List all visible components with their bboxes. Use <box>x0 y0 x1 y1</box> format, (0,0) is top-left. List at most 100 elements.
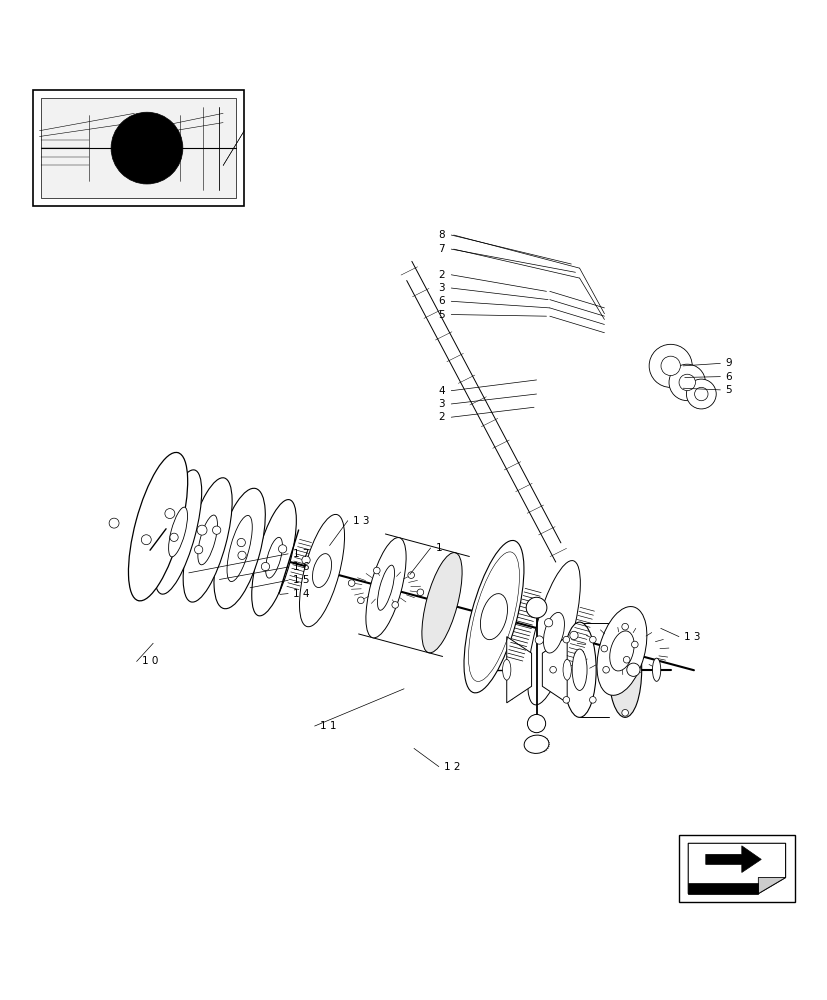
Circle shape <box>678 374 695 391</box>
Ellipse shape <box>527 714 545 733</box>
Ellipse shape <box>668 364 705 401</box>
Text: 1 6: 1 6 <box>293 562 309 572</box>
Ellipse shape <box>227 515 252 582</box>
Ellipse shape <box>422 553 461 653</box>
Circle shape <box>660 356 680 376</box>
Circle shape <box>357 597 364 604</box>
Ellipse shape <box>608 622 641 717</box>
Text: 1 5: 1 5 <box>293 575 309 585</box>
Text: 3: 3 <box>437 399 444 409</box>
Ellipse shape <box>502 659 510 680</box>
Ellipse shape <box>251 500 296 616</box>
Ellipse shape <box>609 631 633 671</box>
Circle shape <box>165 509 174 519</box>
Ellipse shape <box>366 538 405 638</box>
Polygon shape <box>705 846 760 872</box>
Text: 5: 5 <box>437 310 444 320</box>
Ellipse shape <box>155 470 202 594</box>
Bar <box>41 98 236 198</box>
Ellipse shape <box>265 537 282 578</box>
Ellipse shape <box>562 622 595 717</box>
Ellipse shape <box>652 658 660 681</box>
Circle shape <box>600 645 607 652</box>
Circle shape <box>391 602 398 608</box>
Polygon shape <box>506 637 531 703</box>
Circle shape <box>348 580 355 586</box>
Text: 1 7: 1 7 <box>293 549 309 559</box>
Text: 3: 3 <box>437 283 444 293</box>
Text: 1 1: 1 1 <box>319 721 336 731</box>
Circle shape <box>623 656 629 663</box>
Text: 7: 7 <box>437 244 444 254</box>
Ellipse shape <box>562 659 571 680</box>
Circle shape <box>562 697 569 703</box>
Circle shape <box>261 562 270 571</box>
Ellipse shape <box>648 344 691 387</box>
Ellipse shape <box>213 488 265 609</box>
Circle shape <box>621 709 628 716</box>
Circle shape <box>237 538 245 547</box>
Circle shape <box>602 666 609 673</box>
Circle shape <box>109 518 119 528</box>
Bar <box>678 835 794 902</box>
Ellipse shape <box>571 649 586 690</box>
Ellipse shape <box>136 453 180 601</box>
Circle shape <box>197 525 207 535</box>
Circle shape <box>213 526 221 534</box>
Polygon shape <box>687 883 758 894</box>
Ellipse shape <box>463 540 523 693</box>
Text: 2: 2 <box>437 412 444 422</box>
Polygon shape <box>687 843 785 894</box>
Ellipse shape <box>169 507 187 557</box>
Circle shape <box>544 619 552 627</box>
Text: 8: 8 <box>437 230 444 240</box>
Circle shape <box>170 533 178 541</box>
Text: 1 2: 1 2 <box>443 762 460 772</box>
Circle shape <box>408 572 414 578</box>
Circle shape <box>237 551 246 559</box>
Text: 4: 4 <box>437 386 444 396</box>
Circle shape <box>278 545 286 553</box>
Text: 6: 6 <box>724 372 731 382</box>
Circle shape <box>141 535 151 545</box>
Ellipse shape <box>596 607 646 695</box>
Bar <box>33 90 244 206</box>
Circle shape <box>589 697 595 703</box>
Ellipse shape <box>523 735 548 753</box>
Text: 6: 6 <box>437 296 444 306</box>
Circle shape <box>194 546 203 554</box>
Ellipse shape <box>299 514 344 627</box>
Circle shape <box>589 636 595 643</box>
Circle shape <box>621 623 628 630</box>
Polygon shape <box>542 637 566 703</box>
Ellipse shape <box>377 565 394 610</box>
Circle shape <box>373 567 380 574</box>
Ellipse shape <box>183 478 232 602</box>
Circle shape <box>631 641 638 648</box>
Ellipse shape <box>686 379 715 409</box>
Text: 1 4: 1 4 <box>293 589 309 599</box>
Circle shape <box>569 631 577 640</box>
Text: 5: 5 <box>724 385 731 395</box>
Ellipse shape <box>312 554 331 588</box>
Ellipse shape <box>543 612 564 653</box>
Circle shape <box>302 556 310 564</box>
Text: 1 3: 1 3 <box>683 632 700 642</box>
Circle shape <box>549 666 556 673</box>
Polygon shape <box>758 878 785 894</box>
Text: 1 3: 1 3 <box>352 516 369 526</box>
Ellipse shape <box>527 561 580 705</box>
Circle shape <box>694 387 707 401</box>
Ellipse shape <box>526 597 547 618</box>
Circle shape <box>534 636 543 644</box>
Circle shape <box>417 589 423 596</box>
Circle shape <box>562 636 569 643</box>
Ellipse shape <box>128 452 188 601</box>
Circle shape <box>626 663 639 676</box>
Circle shape <box>111 112 183 184</box>
Text: 2: 2 <box>437 270 444 280</box>
Text: 9: 9 <box>724 358 731 368</box>
Ellipse shape <box>480 594 507 640</box>
Text: 1 0: 1 0 <box>141 656 158 666</box>
Text: 1: 1 <box>435 543 442 553</box>
